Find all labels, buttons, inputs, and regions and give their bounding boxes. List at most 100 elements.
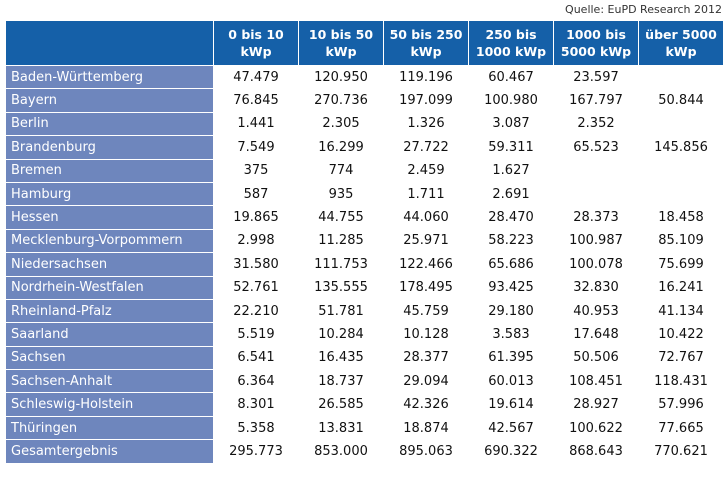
table-cell: 108.451 (553, 369, 639, 394)
table-cell: 10.422 (638, 322, 724, 347)
table-cell: 1.441 (213, 111, 299, 137)
table-row: Thüringen 5.358 13.831 18.874 42.567 100.622 7… (5, 415, 724, 441)
table-cell (553, 158, 639, 183)
table-cell: 2.305 (298, 111, 384, 137)
row-label: Hessen (5, 205, 214, 230)
table-cell: 59.311 (468, 135, 554, 160)
table-cell: 8.301 (213, 392, 299, 417)
table-cell: 935 (298, 181, 384, 207)
table-cell: 76.845 (213, 88, 299, 113)
table-row: Bremen 375 774 2.459 1.627 (5, 158, 724, 183)
table-cell: 28.377 (383, 345, 469, 371)
data-table: 0 bis 10 kWp 10 bis 50 kWp 50 bis 250 kW… (5, 20, 724, 464)
table-cell: 295.773 (213, 439, 299, 464)
table-cell: 28.927 (553, 392, 639, 417)
table-cell: 50.844 (638, 88, 724, 113)
row-label: Saarland (5, 322, 214, 347)
table-cell: 111.753 (298, 252, 384, 277)
table-cell (638, 181, 724, 207)
table-cell: 1.326 (383, 111, 469, 137)
table-row: Bayern 76.845 270.736 197.099 100.980 167.797… (5, 88, 724, 113)
row-label: Niedersachsen (5, 252, 214, 277)
table-cell: 2.691 (468, 181, 554, 207)
table-cell: 10.128 (383, 322, 469, 347)
table-cell: 145.856 (638, 135, 724, 160)
table-row: Sachsen-Anhalt 6.364 18.737 29.094 60.013 108… (5, 369, 724, 394)
table-cell: 5.358 (213, 415, 299, 441)
table-cell: 375 (213, 158, 299, 183)
table-cell: 50.506 (553, 345, 639, 371)
column-header: 0 bis 10 kWp (213, 20, 299, 66)
table-cell: 72.767 (638, 345, 724, 371)
table-row: Niedersachsen 31.580 111.753 122.466 65.686 1… (5, 252, 724, 277)
column-header: 1000 bis 5000 kWp (553, 20, 639, 66)
table-cell: 5.519 (213, 322, 299, 347)
table-row: Hessen 19.865 44.755 44.060 28.470 28.373 18.4… (5, 205, 724, 230)
table-cell: 19.614 (468, 392, 554, 417)
table-row: Rheinland-Pfalz 22.210 51.781 45.759 29.180 4… (5, 298, 724, 324)
table-row: Schleswig-Holstein 8.301 26.585 42.326 19.61… (5, 392, 724, 417)
table-cell: 6.541 (213, 345, 299, 371)
table-cell: 120.950 (298, 64, 384, 90)
table-cell: 18.737 (298, 369, 384, 394)
table-cell: 27.722 (383, 135, 469, 160)
table-cell: 19.865 (213, 205, 299, 230)
table-cell: 7.549 (213, 135, 299, 160)
table-cell: 41.134 (638, 298, 724, 324)
table-cell: 3.583 (468, 322, 554, 347)
table-cell (638, 111, 724, 137)
header-corner (5, 20, 214, 66)
table-cell: 32.830 (553, 275, 639, 300)
table-cell: 587 (213, 181, 299, 207)
table-cell (553, 181, 639, 207)
table-cell: 44.755 (298, 205, 384, 230)
table-cell: 197.099 (383, 88, 469, 113)
table-cell: 6.364 (213, 369, 299, 394)
table-cell: 853.000 (298, 439, 384, 464)
table-cell: 100.980 (468, 88, 554, 113)
table-cell: 26.585 (298, 392, 384, 417)
row-label: Gesamtergebnis (5, 439, 214, 464)
table-cell: 2.352 (553, 111, 639, 137)
table-cell: 690.322 (468, 439, 554, 464)
table-cell: 58.223 (468, 228, 554, 254)
table-cell: 28.373 (553, 205, 639, 230)
row-label: Thüringen (5, 415, 214, 441)
table-cell: 40.953 (553, 298, 639, 324)
row-label: Bayern (5, 88, 214, 113)
table-cell: 42.326 (383, 392, 469, 417)
table-cell: 1.627 (468, 158, 554, 183)
table-cell: 93.425 (468, 275, 554, 300)
table-cell: 178.495 (383, 275, 469, 300)
table-cell: 29.180 (468, 298, 554, 324)
total-row: Gesamtergebnis 295.773 853.000 895.063 690.3… (5, 439, 724, 464)
table-cell: 23.597 (553, 64, 639, 90)
table-cell: 18.458 (638, 205, 724, 230)
table-cell (638, 158, 724, 183)
table-cell: 100.078 (553, 252, 639, 277)
table-cell: 61.395 (468, 345, 554, 371)
table-cell: 10.284 (298, 322, 384, 347)
table-row: Hamburg 587 935 1.711 2.691 (5, 181, 724, 207)
table-cell: 57.996 (638, 392, 724, 417)
row-label: Baden-Württemberg (5, 64, 214, 90)
row-label: Mecklenburg-Vorpommern (5, 228, 214, 254)
table-cell: 16.299 (298, 135, 384, 160)
table-cell: 118.431 (638, 369, 724, 394)
column-header: über 5000 kWp (638, 20, 724, 66)
column-header: 50 bis 250 kWp (383, 20, 469, 66)
row-label: Sachsen (5, 345, 214, 371)
table-cell: 75.699 (638, 252, 724, 277)
row-label: Bremen (5, 158, 214, 183)
table-row: Saarland 5.519 10.284 10.128 3.583 17.648 10.4… (5, 322, 724, 347)
table-row: Mecklenburg-Vorpommern 2.998 11.285 25.971 5… (5, 228, 724, 254)
table-cell: 868.643 (553, 439, 639, 464)
table-cell: 16.241 (638, 275, 724, 300)
table-cell: 135.555 (298, 275, 384, 300)
table-cell: 65.686 (468, 252, 554, 277)
table-cell: 60.013 (468, 369, 554, 394)
table-cell: 13.831 (298, 415, 384, 441)
table-cell: 31.580 (213, 252, 299, 277)
table-cell: 77.665 (638, 415, 724, 441)
table-cell: 119.196 (383, 64, 469, 90)
